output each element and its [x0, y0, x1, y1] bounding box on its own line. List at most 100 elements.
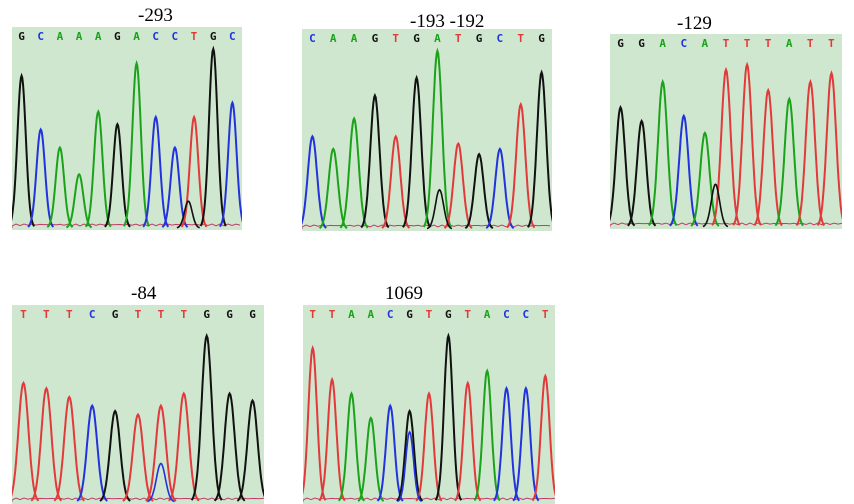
trace-peak-adenine — [337, 391, 366, 502]
trace-peak-thymine — [12, 380, 40, 502]
base-call-adenine: A — [785, 37, 793, 50]
base-call-guanine: G — [475, 32, 483, 45]
trace-peak-thymine — [415, 391, 443, 502]
base-call-guanine: G — [538, 32, 545, 45]
position-label: 1069 — [385, 283, 423, 304]
trace-peak-thymine — [167, 391, 200, 502]
base-call-guanine: G — [617, 37, 624, 50]
base-call-adenine: A — [367, 308, 375, 321]
position-label: -293 — [138, 5, 173, 26]
base-call-adenine: A — [701, 37, 709, 50]
base-call-guanine: G — [226, 308, 233, 321]
trace-peak-thymine — [318, 376, 346, 502]
trace-peak-guanine — [526, 69, 552, 228]
trace-peak-cytosine — [669, 113, 699, 227]
trace-peak-guanine — [236, 398, 264, 502]
trace-peak-guanine — [434, 332, 463, 501]
trace-peak-adenine — [339, 116, 369, 229]
trace-peak-adenine — [318, 147, 348, 229]
trace-peak-adenine — [690, 130, 720, 227]
trace-peak-thymine — [53, 395, 86, 502]
trace-peak-guanine — [396, 408, 424, 502]
base-call-guanine: G — [249, 308, 256, 321]
minor-peak-cytosine — [147, 462, 175, 503]
trace-peak-cytosine — [376, 403, 404, 502]
base-call-thymine: T — [157, 308, 165, 321]
trace-peak-guanine — [99, 409, 131, 502]
base-call-guanine: G — [209, 30, 217, 43]
base-call-cytosine: C — [680, 37, 688, 50]
base-call-thymine: T — [134, 308, 142, 321]
base-call-adenine: A — [75, 30, 83, 43]
trace-peak-adenine — [123, 59, 151, 227]
trace-peak-thymine — [531, 373, 555, 502]
base-call-guanine: G — [114, 30, 121, 43]
base-call-cytosine: C — [309, 32, 316, 45]
base-call-thymine: T — [464, 308, 471, 321]
trace-peak-adenine — [422, 47, 453, 228]
trace-peak-thymine — [145, 403, 177, 502]
trace-peak-guanine — [402, 74, 432, 228]
trace-peak-adenine — [46, 145, 74, 228]
trace-peak-cytosine — [492, 385, 521, 502]
base-call-adenine: A — [659, 37, 666, 50]
trace-peak-adenine — [774, 96, 804, 227]
chromatogram-trace — [303, 332, 555, 502]
base-call-thymine: T — [309, 308, 316, 321]
base-call-thymine: T — [190, 30, 198, 43]
base-call-guanine: G — [18, 30, 25, 43]
trace-peak-thymine — [381, 134, 411, 229]
base-call-thymine: T — [180, 308, 188, 321]
minor-peak-cytosine — [397, 430, 422, 502]
base-call-thymine: T — [65, 308, 73, 321]
base-call-adenine: A — [94, 30, 102, 43]
trace-peak-thymine — [732, 61, 762, 226]
minor-peak-guanine — [702, 183, 729, 228]
trace-peak-thymine — [711, 66, 741, 226]
chromatogram-trace — [12, 333, 264, 503]
trace-peak-cytosine — [485, 147, 515, 229]
base-call-guanine: G — [203, 308, 211, 321]
trace-peak-thymine — [454, 380, 482, 502]
base-call-thymine: T — [392, 32, 400, 45]
chromatogram-trace — [610, 61, 842, 228]
base-call-cytosine: C — [496, 32, 504, 45]
trace-peak-cytosine — [27, 127, 55, 228]
base-call-thymine: T — [43, 308, 50, 321]
base-call-guanine: G — [638, 37, 645, 50]
trace-peak-thymine — [180, 114, 208, 228]
base-call-thymine: T — [328, 308, 336, 321]
base-call-thymine: T — [454, 32, 462, 45]
base-call-guanine: G — [111, 308, 119, 321]
trace-peak-guanine — [213, 391, 246, 502]
baseline-noise — [12, 497, 264, 502]
trace-peak-guanine — [464, 152, 494, 229]
base-call-thymine: T — [517, 32, 524, 45]
trace-peak-thymine — [753, 87, 783, 227]
base-call-adenine: A — [483, 308, 491, 321]
base-call-guanine: G — [413, 32, 420, 45]
base-call-cytosine: C — [152, 30, 159, 43]
trace-peak-guanine — [610, 104, 636, 227]
base-call-adenine: A — [329, 32, 337, 45]
base-call-guanine: G — [445, 308, 452, 321]
position-label: -84 — [131, 283, 157, 304]
trace-peak-thymine — [506, 101, 536, 229]
base-call-thymine: T — [20, 308, 27, 321]
base-call-cytosine: C — [228, 30, 236, 43]
trace-peak-guanine — [190, 333, 223, 501]
base-call-guanine: G — [406, 308, 413, 321]
base-call-thymine: T — [828, 37, 835, 50]
base-call-adenine: A — [348, 308, 355, 321]
minor-peak-guanine — [176, 200, 200, 229]
trace-peak-cytosine — [512, 385, 540, 502]
